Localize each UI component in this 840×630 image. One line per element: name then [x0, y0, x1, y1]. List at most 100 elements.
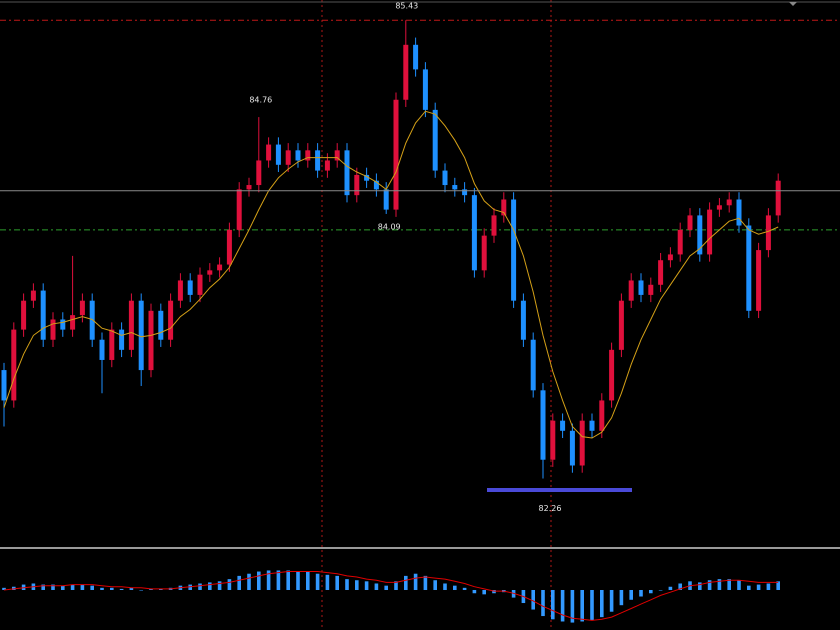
candle-body [89, 300, 95, 340]
candle-body [579, 420, 585, 466]
histogram-bar [423, 575, 428, 590]
histogram-bar [306, 571, 310, 590]
candle-body [550, 420, 556, 460]
histogram-bar [2, 587, 6, 590]
histogram-bar [629, 590, 633, 600]
candle-body [687, 215, 693, 230]
candle-body [1, 370, 7, 401]
candle-body [726, 199, 732, 206]
candle-body [11, 329, 17, 401]
histogram-bar [727, 579, 731, 590]
histogram-bar [149, 588, 153, 590]
histogram-bar [472, 590, 477, 594]
histogram-bar [649, 590, 653, 594]
histogram-bar [139, 590, 143, 591]
histogram-bar [208, 582, 212, 590]
histogram-bar [198, 583, 202, 590]
high-label: 84.76 [249, 96, 272, 105]
candle-body [462, 189, 468, 196]
histogram-bar [531, 590, 535, 610]
candle-body [756, 250, 762, 311]
candle-body [60, 319, 66, 330]
histogram-bar [413, 573, 418, 590]
histogram-bar [335, 575, 339, 590]
candle-body [246, 185, 252, 190]
candle-body [413, 44, 419, 70]
histogram-bar [453, 585, 457, 590]
candle-body [256, 160, 262, 186]
candle-body [530, 339, 536, 391]
histogram-bar [443, 583, 447, 590]
histogram-bar [658, 590, 663, 591]
histogram-bar [560, 590, 565, 622]
histogram-bar [355, 580, 359, 590]
candle-body [109, 329, 115, 360]
candle-body [50, 319, 56, 340]
candle-body [628, 280, 634, 301]
histogram-bar [707, 580, 712, 590]
candle-body [481, 235, 487, 271]
candle-body [344, 150, 350, 196]
candle-body [511, 199, 517, 301]
candle-body [609, 349, 615, 401]
histogram-bar [51, 584, 55, 590]
histogram-bar [698, 582, 702, 590]
candle-body [589, 420, 595, 431]
candle-body [765, 215, 771, 251]
candle-body [177, 280, 183, 301]
candle-body [119, 329, 125, 350]
candle-body [148, 310, 154, 371]
histogram-bar [374, 583, 379, 590]
candle-body [226, 229, 232, 265]
histogram-bar [737, 580, 741, 590]
candle-body [746, 225, 752, 311]
price-panel: 85.43 84.76 84.09 82.26 [0, 2, 840, 513]
histogram-bar [462, 587, 467, 590]
histogram-bar [482, 590, 486, 595]
histogram-bar [639, 590, 643, 597]
candle-body [168, 300, 174, 340]
candle-body [364, 174, 370, 181]
histogram-bar [41, 584, 45, 590]
candle-body [275, 144, 281, 165]
candle-body [716, 205, 722, 210]
histogram-bar [551, 590, 555, 620]
candle-body [70, 315, 76, 330]
histogram-bar [266, 570, 271, 590]
histogram-bar [276, 570, 281, 590]
histogram-bar [619, 590, 624, 606]
histogram-bar [159, 588, 163, 590]
candle-body [79, 300, 85, 316]
candle-body [334, 150, 340, 161]
candle-body [560, 420, 566, 431]
histogram-bar [345, 579, 349, 590]
candle-body [569, 430, 575, 466]
histogram-bar [433, 580, 437, 590]
histogram-bar [609, 590, 614, 612]
histogram-bar [129, 587, 134, 590]
candle-body [217, 264, 223, 271]
scroll-arrow[interactable] [789, 2, 797, 6]
indicator-panel [2, 570, 780, 623]
histogram-bar [766, 583, 771, 590]
histogram-bar [570, 590, 575, 623]
histogram-bar [12, 586, 16, 590]
candle-body [207, 270, 213, 275]
candle-body [21, 300, 27, 330]
histogram-bar [776, 581, 780, 590]
candle-body [197, 274, 203, 295]
moving-average [3, 110, 779, 439]
histogram-bar [100, 587, 104, 590]
candle-body [648, 284, 654, 295]
histogram-bar [119, 588, 124, 590]
histogram-bar [90, 585, 94, 590]
candle-body [266, 144, 272, 161]
candle-body [422, 69, 428, 110]
candle-body [677, 229, 683, 255]
histogram-bar [384, 585, 388, 590]
histogram-bar [747, 585, 751, 590]
histogram-bar [227, 579, 232, 590]
histogram-bar [668, 586, 673, 590]
histogram-bar [110, 587, 114, 590]
candle-body [697, 215, 703, 255]
